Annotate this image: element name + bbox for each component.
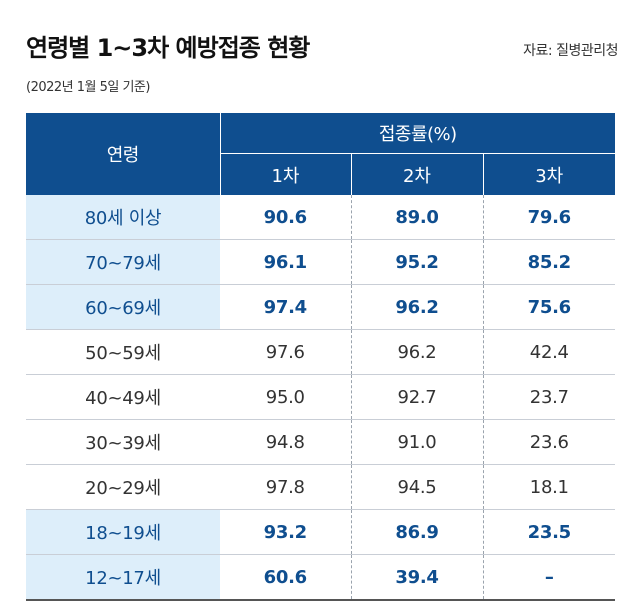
dose-3-header: 3차 [483,153,615,195]
dose-3-cell: 23.7 [483,374,615,420]
table-row: 40~49세 95.0 92.7 23.7 [26,374,615,420]
dose-1-cell: 95.0 [220,374,352,420]
dose-3-cell: 42.4 [483,329,615,375]
dose-3-cell: 85.2 [483,239,615,285]
dose-1-cell: 96.1 [220,239,352,285]
table-row: 70~79세 96.1 95.2 85.2 [26,239,615,285]
table-header: 연령 접종률(%) 1차 2차 3차 [26,113,615,195]
page-title: 연령별 1~3차 예방접종 현황 [26,34,310,62]
dose-2-cell: 39.4 [351,554,484,601]
dose-3-cell: 75.6 [483,284,615,330]
dose-2-cell: 86.9 [351,509,484,555]
table-row: 18~19세 93.2 86.9 23.5 [26,509,615,555]
table-row: 80세 이상 90.6 89.0 79.6 [26,195,615,240]
table-row: 30~39세 94.8 91.0 23.6 [26,419,615,465]
table-body: 80세 이상 90.6 89.0 79.6 70~79세 96.1 95.2 85.2 60~6… [26,195,615,601]
dose-3-cell: – [483,554,615,601]
table-row: 20~29세 97.8 94.5 18.1 [26,464,615,510]
source-note: 자료: 질병관리청 [523,43,618,59]
dose-2-header: 2차 [351,153,484,195]
dose-1-cell: 97.8 [220,464,352,510]
age-cell: 70~79세 [26,239,220,285]
dose-2-cell: 95.2 [351,239,484,285]
dose-3-cell: 79.6 [483,195,615,240]
dose-1-cell: 93.2 [220,509,352,555]
age-cell: 20~29세 [26,464,220,510]
age-cell: 18~19세 [26,509,220,555]
date-note: (2022년 1월 5일 기준) [26,80,150,95]
dose-3-cell: 18.1 [483,464,615,510]
table-row: 50~59세 97.6 96.2 42.4 [26,329,615,375]
age-cell: 40~49세 [26,374,220,420]
dose-2-cell: 96.2 [351,284,484,330]
dose-1-cell: 97.4 [220,284,352,330]
dose-2-cell: 96.2 [351,329,484,375]
dose-2-cell: 91.0 [351,419,484,465]
age-cell: 60~69세 [26,284,220,330]
age-cell: 80세 이상 [26,195,220,240]
age-cell: 50~59세 [26,329,220,375]
dose-1-cell: 94.8 [220,419,352,465]
table-row: 60~69세 97.4 96.2 75.6 [26,284,615,330]
dose-1-header: 1차 [220,153,352,195]
age-header: 연령 [26,113,221,195]
vaccination-table: 연령 접종률(%) 1차 2차 3차 80세 이상 90.6 89.0 79.6 70~… [26,113,615,601]
dose-3-cell: 23.6 [483,419,615,465]
dose-1-cell: 97.6 [220,329,352,375]
age-cell: 12~17세 [26,554,220,601]
age-cell: 30~39세 [26,419,220,465]
dose-3-cell: 23.5 [483,509,615,555]
dose-2-cell: 94.5 [351,464,484,510]
dose-1-cell: 90.6 [220,195,352,240]
dose-1-cell: 60.6 [220,554,352,601]
table-row: 12~17세 60.6 39.4– [26,554,615,601]
dose-2-cell: 89.0 [351,195,484,240]
dose-2-cell: 92.7 [351,374,484,420]
rate-group-header: 접종률(%) [220,113,615,154]
